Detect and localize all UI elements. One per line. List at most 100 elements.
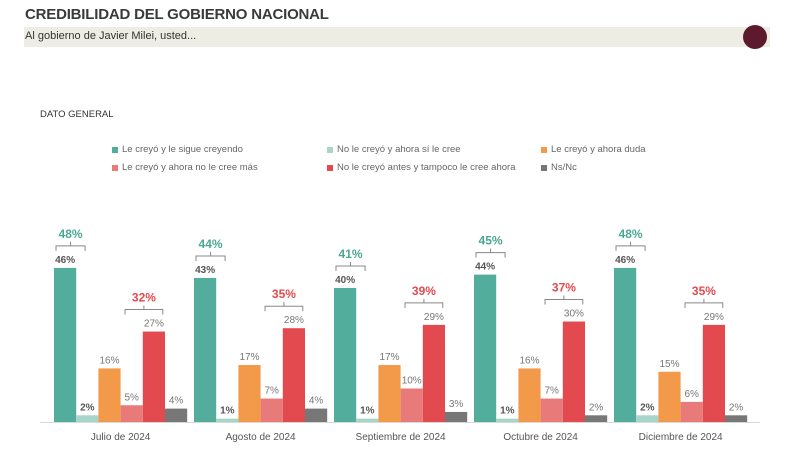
legend-swatch xyxy=(541,164,547,171)
bar xyxy=(422,324,445,422)
bar xyxy=(496,418,519,422)
data-label: 2% xyxy=(729,402,744,413)
data-label: 15% xyxy=(659,359,679,370)
x-tick-label: Octubre de 2024 xyxy=(503,432,578,443)
legend-swatch xyxy=(327,164,333,171)
x-tick-label: Julio de 2024 xyxy=(91,432,151,443)
data-label: 1% xyxy=(500,406,515,417)
data-label: 1% xyxy=(220,406,235,417)
data-label: 17% xyxy=(239,352,259,363)
bar xyxy=(305,408,328,422)
bar xyxy=(238,365,261,422)
data-label: 40% xyxy=(335,275,355,286)
data-label: 46% xyxy=(55,255,75,266)
legend-label: Ns/Nc xyxy=(551,162,577,173)
disbelieve-total-label: 32% xyxy=(132,291,156,305)
data-label: 30% xyxy=(564,309,584,320)
bar xyxy=(400,388,423,422)
bar xyxy=(540,398,563,422)
bar xyxy=(445,411,468,422)
data-label: 16% xyxy=(519,355,539,366)
legend-label: Le creyó y ahora no le cree más xyxy=(122,162,258,173)
bar xyxy=(636,415,659,422)
disbelieve-total-label: 39% xyxy=(412,284,436,298)
data-label: 2% xyxy=(640,402,655,413)
bar xyxy=(562,321,585,422)
bar xyxy=(725,415,748,422)
believe-total-bracket xyxy=(55,241,86,251)
bar xyxy=(585,415,608,422)
page-title: CREDIBILIDAD DEL GOBIERNO NACIONAL xyxy=(25,6,329,23)
x-tick-label: Diciembre de 2024 xyxy=(639,432,723,443)
subtitle-band xyxy=(24,27,770,47)
bar xyxy=(518,368,541,422)
believe-total-label: 41% xyxy=(339,247,363,261)
disbelieve-total-label: 35% xyxy=(272,287,296,301)
legend-label: Le creyó y ahora duda xyxy=(551,144,646,155)
data-label: 4% xyxy=(309,396,324,407)
data-label: 17% xyxy=(379,352,399,363)
believe-total-bracket xyxy=(195,251,226,261)
legend-label: No le creyó antes y tampoco le cree ahor… xyxy=(337,162,516,173)
disbelieve-total-label: 35% xyxy=(692,284,716,298)
x-tick-label: Septiembre de 2024 xyxy=(356,432,447,443)
bar xyxy=(98,368,121,422)
bar xyxy=(334,288,357,422)
bar xyxy=(142,331,165,422)
believe-total-label: 45% xyxy=(479,234,503,248)
bar xyxy=(658,371,681,422)
data-label: 29% xyxy=(704,312,724,323)
believe-total-bracket xyxy=(615,241,646,251)
bar xyxy=(356,418,379,422)
data-label: 7% xyxy=(544,386,559,397)
data-label: 46% xyxy=(615,255,635,266)
bar xyxy=(260,398,283,422)
believe-total-bracket xyxy=(335,262,366,271)
legend-label: Le creyó y le sigue creyendo xyxy=(122,144,243,155)
data-label: 2% xyxy=(589,402,604,413)
disbelieve-total-bracket xyxy=(264,302,304,312)
data-label: 16% xyxy=(99,355,119,366)
believe-total-label: 48% xyxy=(59,227,83,241)
data-label: 10% xyxy=(402,376,422,387)
data-label: 44% xyxy=(475,262,495,273)
data-label: 3% xyxy=(449,399,464,410)
disbelieve-total-bracket xyxy=(124,305,164,315)
bar xyxy=(282,328,305,422)
legend-item: Ns/Nc xyxy=(541,162,577,173)
data-label: 43% xyxy=(195,265,215,276)
bar xyxy=(76,415,99,422)
disbelieve-total-bracket xyxy=(404,298,444,308)
data-label: 28% xyxy=(284,315,304,326)
believe-total-label: 44% xyxy=(199,237,223,251)
legend-item: Le creyó y ahora no le cree más xyxy=(112,162,258,173)
bar xyxy=(702,324,725,422)
bar xyxy=(194,277,217,422)
logo-circle xyxy=(743,25,767,49)
data-label: 5% xyxy=(124,392,139,403)
disbelieve-total-bracket xyxy=(544,295,584,305)
bar xyxy=(474,274,497,422)
believe-total-bracket xyxy=(475,248,506,258)
legend-item: No le creyó antes y tampoco le cree ahor… xyxy=(327,162,515,173)
bar xyxy=(680,401,703,422)
legend-swatch xyxy=(112,164,118,171)
data-label: 7% xyxy=(264,386,279,397)
disbelieve-total-label: 37% xyxy=(552,281,576,295)
legend-item: Le creyó y le sigue creyendo xyxy=(112,144,243,155)
bar xyxy=(54,267,77,422)
data-label: 4% xyxy=(169,396,184,407)
disbelieve-total-bracket xyxy=(684,298,724,308)
legend-item: Le creyó y ahora duda xyxy=(541,144,646,155)
bar xyxy=(120,405,143,422)
bar xyxy=(614,267,637,422)
legend-item: No le creyó y ahora sí le cree xyxy=(327,144,461,155)
subtitle: Al gobierno de Javier Milei, usted... xyxy=(25,30,197,42)
chart-title: DATO GENERAL xyxy=(40,109,114,120)
believe-total-label: 48% xyxy=(619,227,643,241)
data-label: 1% xyxy=(360,406,375,417)
legend-swatch xyxy=(327,146,333,153)
bar xyxy=(216,418,239,422)
